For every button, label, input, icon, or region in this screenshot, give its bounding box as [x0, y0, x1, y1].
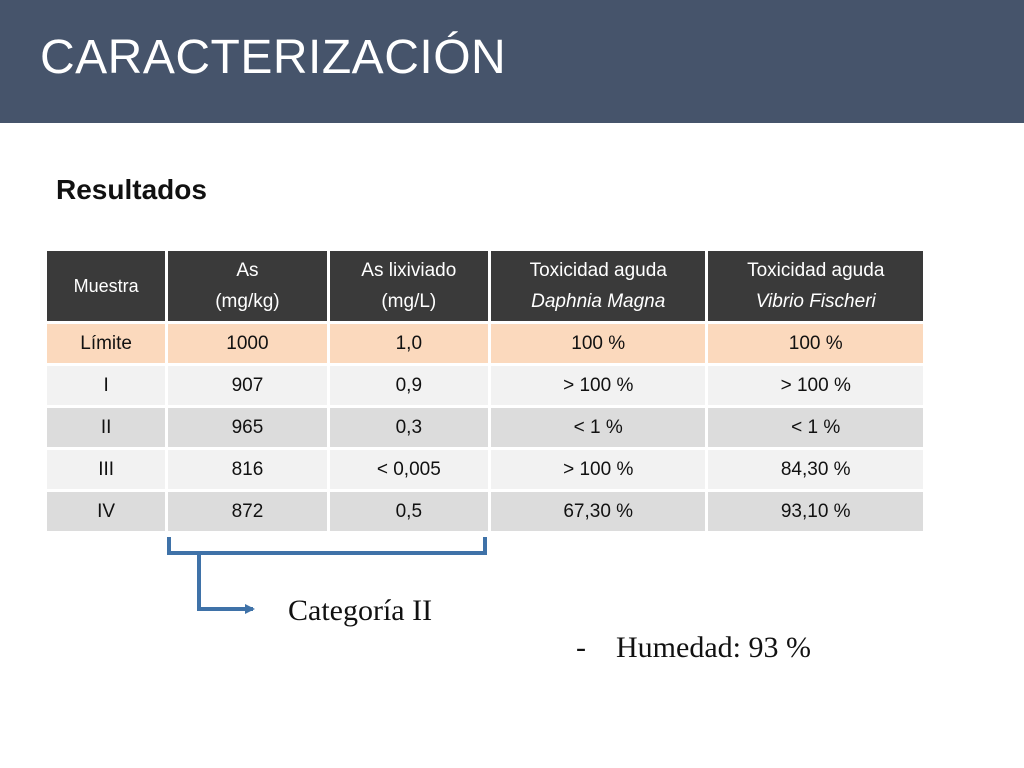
cell-muestra: II [47, 408, 166, 450]
header-toxicidad-vibrio: Toxicidad aguda Vibrio Fischeri [708, 251, 923, 324]
cell-as: 872 [168, 492, 327, 534]
header-toxicidad-daphnia-line2: Daphnia Magna [531, 291, 666, 312]
cell-as-lixiviado: < 0,005 [329, 450, 488, 492]
cell-as-lixiviado: 1,0 [329, 324, 488, 366]
cell-muestra: I [47, 366, 166, 408]
results-table: Muestra As (mg/kg) As lixiviado (mg/L) T… [44, 251, 926, 534]
cell-toxicidad-daphnia: < 1 % [490, 408, 706, 450]
cell-toxicidad-daphnia: > 100 % [490, 366, 706, 408]
cell-as-lixiviado: 0,3 [329, 408, 488, 450]
header-toxicidad-daphnia: Toxicidad aguda Daphnia Magna [490, 251, 706, 324]
bullet-item: - Humedad: 93 % [576, 631, 811, 665]
table-row: I 907 0,9 > 100 % > 100 % [47, 366, 923, 408]
cell-muestra: IV [47, 492, 166, 534]
arrow-line [197, 553, 255, 614]
header-as-lixiviado: As lixiviado (mg/L) [329, 251, 488, 324]
header-as-line1: As [236, 260, 259, 281]
header-toxicidad-daphnia-line1: Toxicidad aguda [529, 260, 667, 281]
cell-toxicidad-vibrio: > 100 % [708, 366, 923, 408]
cell-toxicidad-vibrio: < 1 % [708, 408, 923, 450]
cell-toxicidad-vibrio: 100 % [708, 324, 923, 366]
table-row: III 816 < 0,005 > 100 % 84,30 % [47, 450, 923, 492]
section-heading: Resultados [56, 174, 207, 205]
cell-muestra: Límite [47, 324, 166, 366]
cell-as-lixiviado: 0,5 [329, 492, 488, 534]
header-as-line2: (mg/kg) [215, 291, 280, 312]
cell-toxicidad-vibrio: 93,10 % [708, 492, 923, 534]
header-toxicidad-vibrio-line2: Vibrio Fischeri [755, 291, 876, 312]
title-bar: CARACTERIZACIÓN [0, 0, 1024, 123]
slide-title: CARACTERIZACIÓN [40, 31, 507, 84]
cell-as: 816 [168, 450, 327, 492]
cell-muestra: III [47, 450, 166, 492]
table-row-limite: Límite 1000 1,0 100 % 100 % [47, 324, 923, 366]
header-as: As (mg/kg) [168, 251, 327, 324]
cell-toxicidad-daphnia: 100 % [490, 324, 706, 366]
header-as-lixiviado-line2: (mg/L) [381, 291, 437, 312]
bracket-line [167, 537, 487, 555]
header-toxicidad-vibrio-line1: Toxicidad aguda [747, 260, 885, 281]
cell-toxicidad-vibrio: 84,30 % [708, 450, 923, 492]
table-row: II 965 0,3 < 1 % < 1 % [47, 408, 923, 450]
table-row: IV 872 0,5 67,30 % 93,10 % [47, 492, 923, 534]
cell-toxicidad-daphnia: 67,30 % [490, 492, 706, 534]
category-label: Categoría II [288, 594, 433, 627]
header-as-lixiviado-line1: As lixiviado [361, 260, 457, 281]
bullet-text: Humedad: 93 % [616, 631, 811, 664]
bullet-marker: - [576, 631, 586, 664]
cell-as: 907 [168, 366, 327, 408]
header-muestra: Muestra [47, 251, 166, 324]
cell-as-lixiviado: 0,9 [329, 366, 488, 408]
header-muestra-label: Muestra [73, 275, 139, 296]
cell-as: 965 [168, 408, 327, 450]
cell-toxicidad-daphnia: > 100 % [490, 450, 706, 492]
cell-as: 1000 [168, 324, 327, 366]
table-header-row: Muestra As (mg/kg) As lixiviado (mg/L) T… [47, 251, 923, 324]
